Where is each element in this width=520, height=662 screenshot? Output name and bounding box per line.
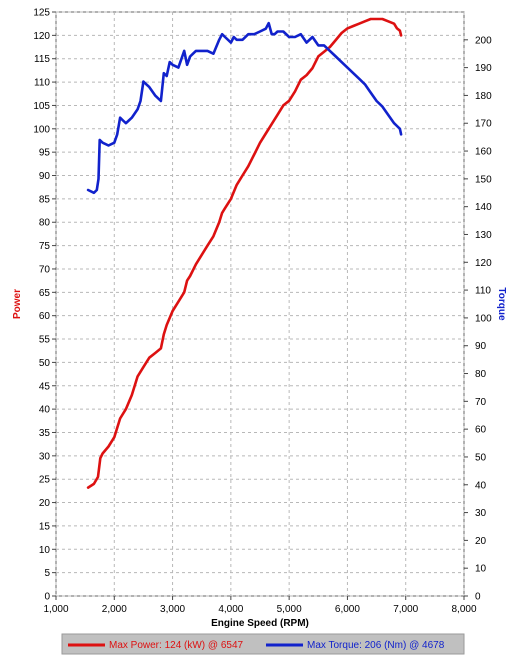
power-series-line — [86, 17, 403, 489]
right-tick-label: 90 — [475, 341, 487, 352]
right-tick-label: 160 — [475, 147, 492, 158]
left-tick-label: 45 — [39, 381, 51, 392]
right-axis-ticks: 0 10 20 30 40 50 60 70 80 90 100 110 120 130 140 150 160… — [464, 35, 492, 603]
left-tick-label: 35 — [39, 428, 51, 439]
legend-box — [61, 633, 465, 655]
left-tick-label: 80 — [39, 218, 51, 229]
right-tick-label: 190 — [475, 63, 492, 74]
x-tick-label: 2,000 — [102, 604, 127, 615]
right-tick-label: 20 — [475, 536, 487, 547]
right-tick-label: 0 — [475, 592, 481, 603]
left-tick-label: 70 — [39, 264, 51, 275]
left-tick-label: 30 — [39, 451, 51, 462]
right-tick-label: 170 — [475, 119, 492, 130]
left-tick-label: 110 — [34, 78, 50, 89]
x-tick-label: 3,000 — [160, 604, 185, 615]
left-axis-ticks: 0 5 10 15 20 25 30 35 40 45 50 55 60 65 70 75 80 85 90 95 10… — [33, 8, 56, 603]
left-tick-label: 105 — [33, 101, 50, 112]
left-tick-label: 0 — [44, 592, 50, 603]
legend: Max Power: 124 (kW) @ 6547 Max Torque: 2… — [61, 633, 465, 655]
left-tick-label: 90 — [39, 171, 51, 182]
right-tick-label: 140 — [475, 202, 492, 213]
left-tick-label: 65 — [39, 288, 51, 299]
left-tick-label: 120 — [33, 31, 50, 42]
left-tick-label: 85 — [39, 194, 51, 205]
left-tick-label: 100 — [33, 124, 50, 135]
left-axis-title: Power — [12, 289, 23, 319]
grid — [55, 11, 465, 597]
x-tick-label: 1,000 — [43, 604, 68, 615]
left-tick-label: 20 — [39, 498, 51, 509]
right-tick-label: 10 — [475, 564, 487, 575]
left-tick-label: 50 — [39, 358, 51, 369]
right-tick-label: 110 — [475, 286, 491, 297]
right-tick-label: 70 — [475, 397, 487, 408]
left-tick-label: 55 — [39, 335, 51, 346]
x-tick-label: 7,000 — [393, 604, 418, 615]
legend-label-power: Max Power: 124 (kW) @ 6547 — [109, 640, 244, 651]
left-tick-label: 5 — [44, 568, 50, 579]
right-tick-label: 60 — [475, 425, 487, 436]
x-axis-ticks: 1,000 2,000 3,000 4,000 5,000 6,000 7,000 8,000 — [43, 596, 477, 615]
x-tick-label: 6,000 — [335, 604, 360, 615]
left-tick-label: 25 — [39, 475, 51, 486]
left-tick-label: 95 — [39, 148, 51, 159]
left-tick-label: 75 — [39, 241, 51, 252]
torque-series-line — [86, 21, 403, 195]
left-tick-label: 15 — [39, 521, 51, 532]
right-tick-label: 40 — [475, 480, 487, 491]
left-tick-label: 40 — [39, 405, 51, 416]
right-tick-label: 130 — [475, 230, 492, 241]
left-tick-label: 125 — [33, 8, 50, 19]
x-tick-label: 4,000 — [218, 604, 243, 615]
right-tick-label: 50 — [475, 452, 487, 463]
left-tick-label: 115 — [34, 54, 50, 65]
legend-label-torque: Max Torque: 206 (Nm) @ 4678 — [307, 640, 445, 651]
right-tick-label: 80 — [475, 369, 487, 380]
right-tick-label: 120 — [475, 258, 492, 269]
left-tick-label: 60 — [39, 311, 51, 322]
x-tick-label: 5,000 — [277, 604, 302, 615]
right-axis-title: Torque — [496, 287, 507, 321]
plot-area — [55, 11, 465, 597]
right-tick-label: 200 — [475, 35, 492, 46]
right-tick-label: 150 — [475, 174, 492, 185]
left-tick-label: 10 — [39, 545, 51, 556]
right-tick-label: 180 — [475, 91, 492, 102]
series-layer — [86, 17, 403, 489]
right-tick-label: 30 — [475, 508, 487, 519]
x-tick-label: 8,000 — [451, 604, 476, 615]
right-tick-label: 100 — [475, 313, 492, 324]
x-axis-title: Engine Speed (RPM) — [211, 618, 309, 629]
